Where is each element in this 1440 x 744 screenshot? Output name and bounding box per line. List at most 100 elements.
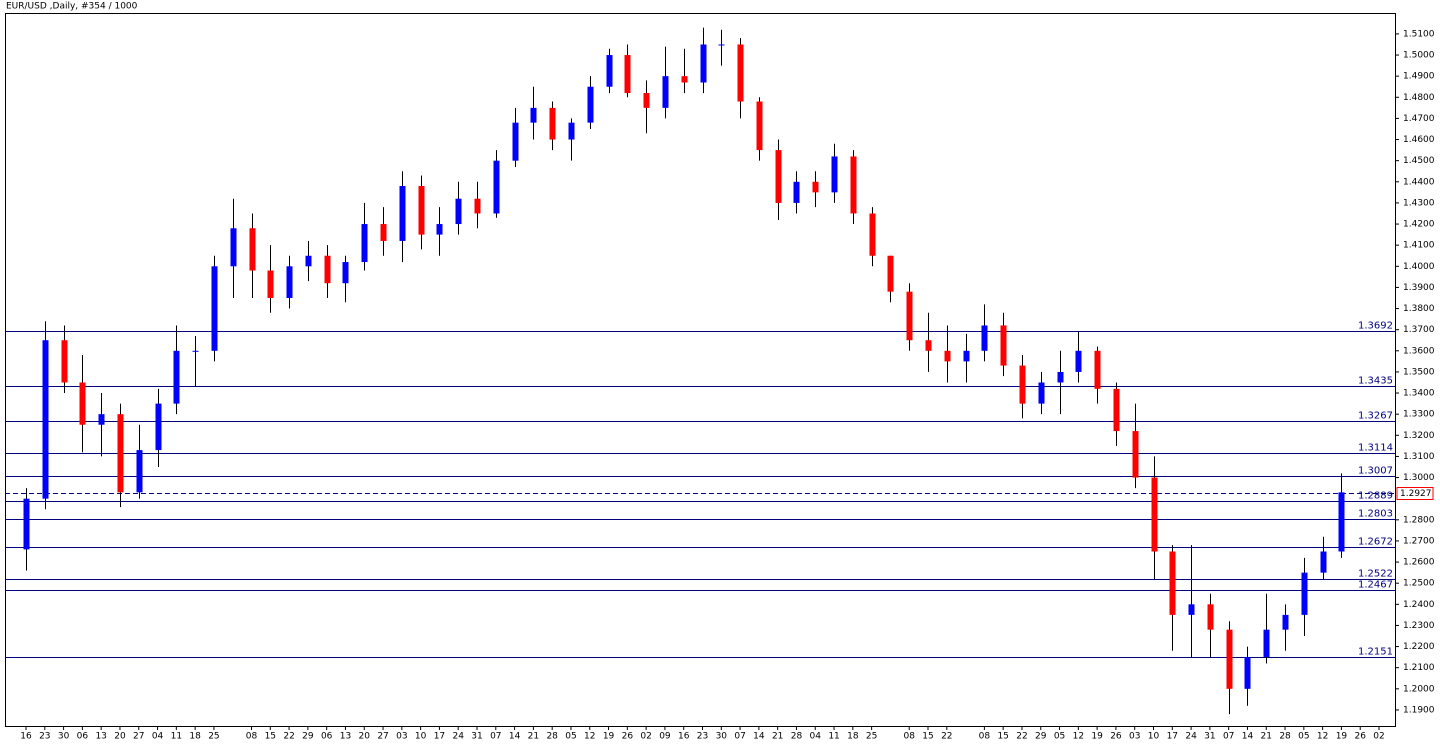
candle-body [1038,382,1045,404]
candle-body [869,213,876,256]
candle-body [286,266,293,298]
level-label: 1.3007 [1358,466,1393,477]
y-tick-label: 1.2500 [1403,579,1435,589]
y-tick-label: 1.4100 [1403,241,1435,251]
candle-body [1132,431,1139,478]
candle-body [850,156,857,214]
y-tick-label: 1.3900 [1403,283,1435,293]
x-tick-label: 07 [1223,732,1234,742]
x-tick-label: 25 [208,732,219,742]
x-tick-label: 21 [1261,732,1272,742]
x-tick-label: 29 [1035,732,1047,742]
x-tick-label: 23 [39,732,50,742]
x-tick-label: 22 [283,732,294,742]
candle-body [211,266,218,351]
level-label: 1.2889 [1358,491,1393,502]
candle-body [1226,629,1233,689]
x-tick-label: 03 [1129,732,1140,742]
candle-body [718,44,725,46]
candle-body [831,156,838,193]
candle-body [906,291,913,341]
x-tick-label: 20 [114,732,126,742]
candle-body [887,255,894,292]
candle-body [380,224,387,241]
candle-body [925,340,932,351]
x-tick-label: 14 [753,732,765,742]
x-tick-label: 18 [189,732,201,742]
x-tick-label: 19 [1091,732,1103,742]
x-tick-label: 25 [866,732,877,742]
candle-body [587,86,594,123]
candle-body [1244,657,1251,689]
x-tick-label: 28 [546,732,558,742]
x-tick-label: 11 [171,732,182,742]
x-tick-label: 14 [1242,732,1254,742]
level-label: 1.3114 [1358,443,1393,454]
x-tick-label: 22 [941,732,952,742]
x-tick-label: 19 [1336,732,1348,742]
y-tick-label: 1.2600 [1403,558,1435,568]
x-tick-label: 15 [922,732,933,742]
candle-body [1075,350,1082,372]
x-tick-label: 04 [152,732,164,742]
candle-body [1113,388,1120,432]
y-tick-label: 1.4700 [1403,114,1435,124]
x-tick-label: 28 [1279,732,1291,742]
candle-body [136,450,143,493]
candle-body [98,414,105,425]
chart-title: EUR/USD ,Daily, #354 / 1000 [6,2,138,12]
x-tick-label: 03 [396,732,407,742]
candle-body [944,350,951,362]
y-tick-label: 1.3000 [1403,473,1435,483]
y-tick-label: 1.4000 [1403,262,1435,272]
y-tick-label: 1.3200 [1403,431,1435,441]
y-tick-label: 1.2400 [1403,600,1435,610]
x-tick-label: 07 [734,732,745,742]
x-tick-label: 23 [697,732,708,742]
x-tick-label: 08 [903,732,915,742]
x-tick-label: 02 [1373,732,1384,742]
x-tick-label: 16 [678,732,690,742]
candle-body [643,93,650,108]
candle-body [568,122,575,140]
y-tick-label: 1.3600 [1403,346,1435,356]
candle-body [756,101,763,151]
y-tick-label: 1.3700 [1403,325,1435,335]
candle-body [436,224,443,235]
x-tick-label: 11 [828,732,839,742]
level-label: 1.2522 [1358,569,1393,580]
candle-body [1207,604,1214,630]
candle-body [1338,492,1345,552]
candle-body [1188,604,1195,615]
candle-body [662,76,669,108]
x-tick-label: 26 [1354,732,1366,742]
y-tick-label: 1.4400 [1403,177,1435,187]
x-tick-label: 06 [321,732,333,742]
x-tick-label: 21 [528,732,539,742]
candle-body [493,160,500,214]
candle-body [230,228,237,267]
x-tick-label: 16 [20,732,32,742]
y-tick-label: 1.2100 [1403,663,1435,673]
x-tick-label: 13 [340,732,351,742]
candle-body [342,262,349,284]
current-price-label: 1.2927 [1400,489,1432,499]
candle-body [173,350,180,404]
candle-body [155,403,162,451]
candle-body [606,55,613,87]
x-tick-label: 18 [847,732,859,742]
y-tick-label: 1.3300 [1403,410,1435,420]
y-tick-label: 1.1900 [1403,705,1435,715]
candle-body [455,198,462,225]
candle-body [1169,551,1176,615]
candle-body [793,181,800,203]
y-tick-label: 1.3100 [1403,452,1435,462]
candle-body [79,382,86,425]
current-price-box [1396,487,1434,500]
candle-body [1263,629,1270,658]
candle-body [117,414,124,493]
x-tick-label: 29 [302,732,314,742]
candle-body [267,270,274,298]
x-tick-label: 02 [640,732,651,742]
